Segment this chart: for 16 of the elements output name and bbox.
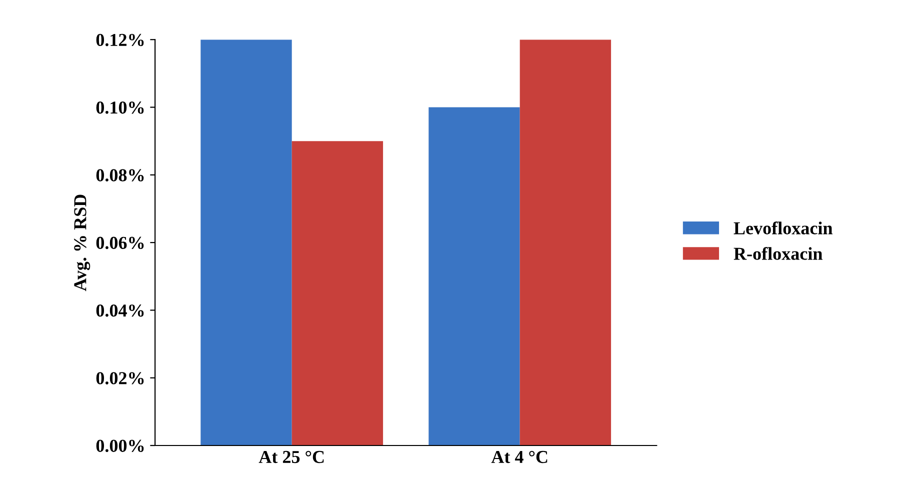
bar [292,141,384,446]
bar [200,40,292,446]
y-tick-label: 0.02% [96,372,144,384]
legend-label: Levofloxacin [734,221,832,234]
x-tick-label: At 4 °C [491,450,548,464]
y-tick-label: 0.00% [96,440,144,452]
y-tick-label: 0.04% [96,304,144,317]
y-tick-label: 0.10% [96,102,144,114]
y-tick-label: 0.08% [96,169,144,182]
x-tick-label: At 25 °C [258,450,324,464]
bar [428,107,520,446]
bar [520,40,612,446]
legend-label: R-ofloxacin [734,246,822,260]
y-tick-label: 0.06% [96,236,144,250]
y-axis-title: Avg. % RSD [74,194,90,292]
y-tick-label: 0.12% [96,34,144,46]
